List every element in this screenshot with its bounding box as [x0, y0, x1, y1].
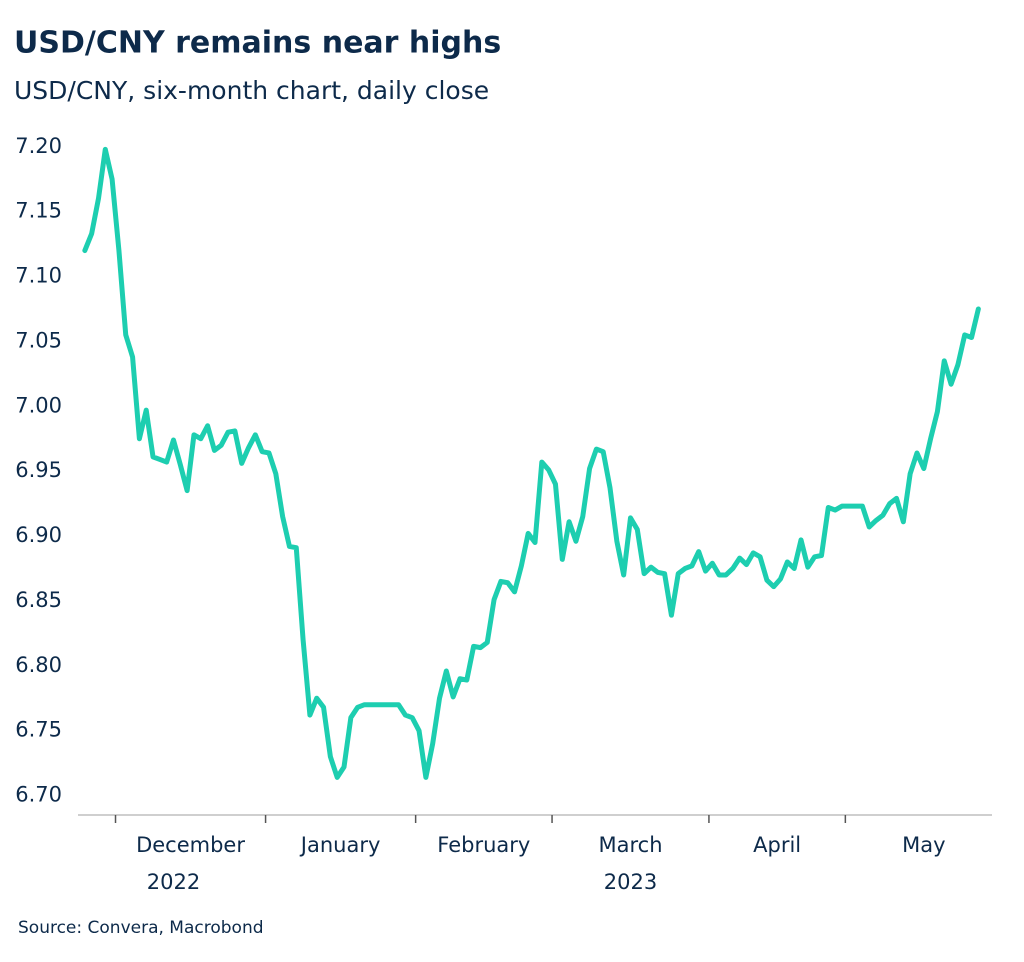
y-tick-label: 7.00 [15, 393, 62, 417]
chart-subtitle: USD/CNY, six-month chart, daily close [14, 76, 489, 105]
x-tick-label: February [437, 833, 530, 857]
y-tick-label: 7.10 [15, 264, 62, 288]
data-line [82, 146, 981, 780]
y-tick-label: 6.75 [15, 718, 62, 742]
y-tick-label: 6.95 [15, 458, 62, 482]
x-tick-label: January [299, 833, 381, 857]
y-tick-label: 7.05 [15, 328, 62, 352]
x-year-label: 2022 [147, 870, 200, 894]
y-tick-label: 6.90 [15, 523, 62, 547]
y-tick-label: 6.70 [15, 783, 62, 807]
y-tick-label: 6.80 [15, 653, 62, 677]
y-tick-label: 6.85 [15, 588, 62, 612]
y-tick-label: 7.20 [15, 134, 62, 158]
chart-title: USD/CNY remains near highs [14, 26, 501, 61]
source: Source: Convera, Macrobond [18, 918, 264, 938]
x-tick-label: March [598, 833, 662, 857]
x-tick-label: May [902, 833, 945, 857]
x-year-label: 2023 [604, 870, 657, 894]
x-tick-label: December [136, 833, 245, 857]
x-tick-label: April [753, 833, 801, 857]
y-tick-label: 7.15 [15, 199, 62, 223]
